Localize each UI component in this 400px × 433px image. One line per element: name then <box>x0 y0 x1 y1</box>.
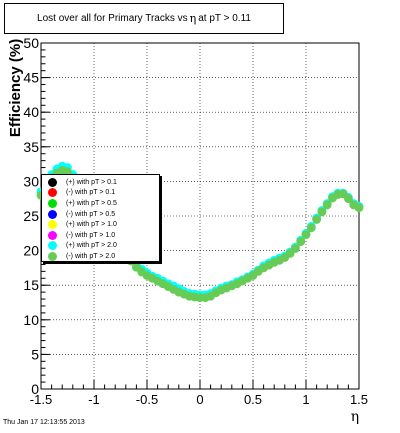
title-suffix: at pT > 0.11 <box>198 13 251 24</box>
legend-entry: (-) with pT > 0.1 <box>48 188 159 199</box>
legend-label: (+) with pT > 0.1 <box>66 178 117 186</box>
x-tick-label: 0.5 <box>244 392 262 407</box>
legend-marker <box>48 220 57 230</box>
data-point-series-1 <box>291 244 300 253</box>
legend-marker <box>48 209 57 219</box>
legend-label: (+) with pT > 0.5 <box>66 199 117 207</box>
y-tick-label: 10 <box>23 312 39 328</box>
y-tick-label: 45 <box>23 70 39 86</box>
x-axis-label: η <box>351 409 359 425</box>
timestamp: Thu Jan 17 12:13:55 2013 <box>3 419 85 426</box>
data-point-series-1 <box>63 167 72 177</box>
legend-label: (-) with pT > 1.0 <box>66 231 116 239</box>
y-axis-label: Efficiency (%) <box>7 39 24 137</box>
legend-entry: (-) with pT > 2.0 <box>48 251 159 262</box>
legend-marker <box>48 241 57 251</box>
legend-marker <box>48 198 57 208</box>
y-tick-label: 50 <box>23 35 39 51</box>
data-point-series-1 <box>296 237 306 247</box>
data-point-series-1 <box>344 194 353 204</box>
y-tick-label: 15 <box>23 277 39 293</box>
legend: (+) with pT > 0.1 (-) with pT > 0.1 (+) wi… <box>41 174 160 262</box>
legend-entry: (+) with pT > 2.0 <box>48 241 159 252</box>
data-point-series-1 <box>301 230 311 240</box>
y-tick-label: 5 <box>31 346 39 362</box>
legend-label: (-) with pT > 0.5 <box>66 210 116 218</box>
legend-label: (-) with pT > 2.0 <box>66 252 116 260</box>
legend-marker <box>48 188 57 198</box>
x-tick-label: 0 <box>196 392 203 407</box>
data-point-series-1 <box>322 200 332 210</box>
x-tick-label: 1.5 <box>350 392 368 407</box>
legend-marker <box>48 230 57 240</box>
legend-entry: (-) with pT > 0.5 <box>48 209 159 220</box>
data-point-series-1 <box>317 207 327 217</box>
y-tick-label: 30 <box>23 173 39 189</box>
data-point-series-1 <box>354 203 364 213</box>
x-tick-label: 1 <box>302 392 309 407</box>
y-tick-label: 35 <box>23 139 39 155</box>
y-tick-label: 20 <box>23 243 39 259</box>
legend-entry: (+) with pT > 1.0 <box>48 219 159 230</box>
legend-label: (+) with pT > 2.0 <box>66 242 117 250</box>
data-point-series-1 <box>306 223 316 233</box>
legend-entry: (+) with pT > 0.5 <box>48 198 159 209</box>
y-tick-label: 0 <box>31 381 39 397</box>
title-symbol: η <box>189 12 197 25</box>
legend-entry: (-) with pT > 1.0 <box>48 230 159 241</box>
y-tick-label: 40 <box>23 104 39 120</box>
chart-title: Lost over all for Primary Tracks vs η at… <box>4 3 284 34</box>
data-point-series-1 <box>312 215 321 224</box>
legend-entry: (+) with pT > 0.1 <box>48 177 159 188</box>
x-tick-label: -1 <box>88 392 100 407</box>
title-prefix: Lost over all for Primary Tracks vs <box>37 13 188 24</box>
legend-marker <box>48 177 57 187</box>
legend-label: (-) with pT > 0.1 <box>66 189 116 197</box>
legend-label: (+) with pT > 1.0 <box>66 221 117 229</box>
grid-lines <box>41 43 359 389</box>
x-tick-label: -0.5 <box>136 392 158 407</box>
x-tick-label: -1.5 <box>30 392 52 407</box>
y-tick-label: 25 <box>23 208 39 224</box>
tick-labels: -1.5 -1 -0.5 0 0.5 1 1.5 0 5 10 15 20 25 30 35 40 45 50 <box>23 35 368 407</box>
legend-marker <box>48 251 57 261</box>
